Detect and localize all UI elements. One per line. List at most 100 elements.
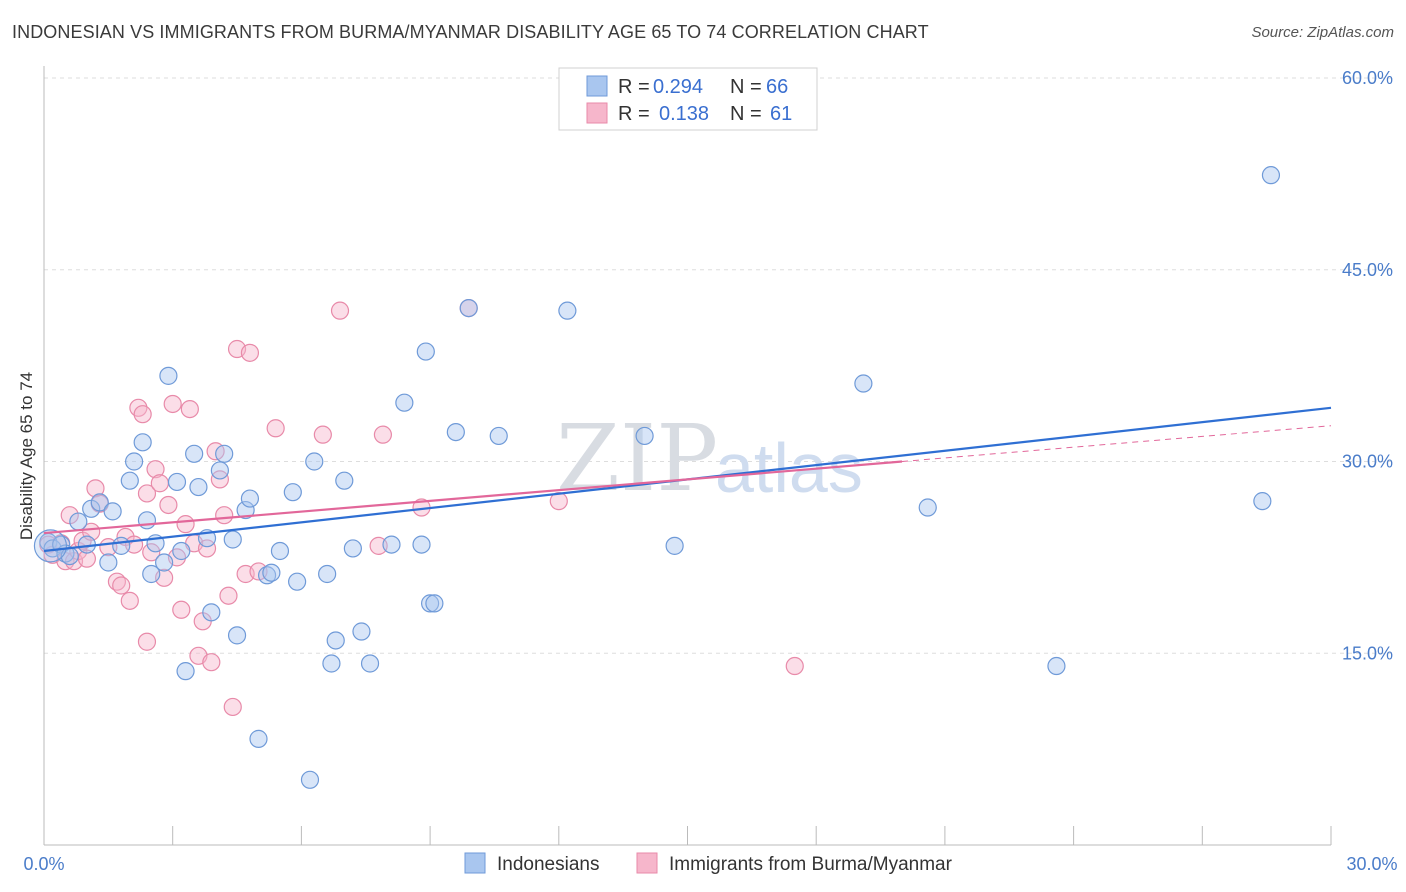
burma-point (369, 536, 388, 555)
indonesian-point (223, 530, 242, 549)
indonesian-point (1261, 166, 1281, 185)
indonesian-point (202, 603, 221, 622)
bottom-legend-swatch-pink (636, 852, 658, 874)
indonesian-point (124, 452, 144, 471)
indonesian-point-cluster (33, 529, 68, 563)
indonesian-point (90, 493, 109, 512)
indonesian-point (1253, 492, 1272, 511)
indonesian-point (1047, 656, 1066, 676)
indonesian-point (262, 563, 281, 582)
bottom-legend-label-burma: Immigrants from Burma/Myanmar (669, 854, 953, 875)
burma-point (313, 425, 332, 444)
indonesian-point (189, 477, 208, 497)
indonesian-point (446, 422, 465, 442)
indonesian-point (283, 483, 302, 502)
legend-n-label: N = (730, 76, 762, 98)
indonesian-point (240, 489, 260, 508)
indonesian-point (172, 541, 191, 561)
indonesian-point (382, 535, 401, 554)
indonesian-point (421, 594, 440, 613)
indonesian-point (918, 498, 937, 517)
burma-point (112, 576, 131, 595)
indonesian-point (176, 662, 195, 681)
y-tick-label: 45.0% (1342, 260, 1393, 280)
burma-point (219, 586, 238, 605)
indonesian-point (416, 342, 435, 361)
indonesian-point (335, 471, 354, 490)
indonesian-point (300, 770, 320, 789)
trend-lines (43, 406, 1332, 553)
y-axis-title: Disability Age 65 to 74 (17, 372, 36, 540)
indonesian-point (210, 461, 229, 480)
bottom-legend: Indonesians Immigrants from Burma/Myanma… (464, 852, 953, 875)
indonesian-point (558, 301, 577, 320)
x-tick-label-max: 30.0% (1346, 854, 1397, 874)
burma-point (202, 653, 221, 672)
indonesian-point (99, 553, 118, 572)
indonesian-point (305, 452, 324, 471)
indonesian-point (360, 654, 380, 673)
bottom-legend-swatch-blue (464, 852, 486, 874)
burma-point (137, 484, 157, 503)
indonesian-point (489, 426, 508, 446)
indonesian-point (69, 512, 88, 531)
indonesian-point (270, 541, 290, 561)
indonesian-point (249, 729, 268, 748)
indonesian-point (120, 471, 139, 490)
indonesian-point (137, 511, 157, 530)
x-tick-label-min: 0.0% (23, 854, 64, 874)
burma-point (172, 600, 191, 619)
y-tick-labels: 15.0% 30.0% 45.0% 60.0% (1342, 68, 1393, 663)
burma-point (223, 697, 242, 717)
indonesian-point (326, 631, 345, 650)
watermark-zip: ZIP (556, 405, 718, 512)
indonesian-point (343, 539, 362, 558)
y-tick-label: 60.0% (1342, 68, 1393, 88)
indonesian-point (133, 433, 152, 452)
indonesian-point (352, 622, 371, 641)
indonesian-point (215, 444, 234, 463)
x-ticks (43, 826, 1332, 845)
burma-point (197, 539, 217, 558)
legend-swatch-pink (586, 102, 608, 124)
legend-n-value: 61 (770, 103, 792, 125)
indonesian-point (288, 572, 307, 591)
burma-point (249, 562, 268, 581)
burma-point (150, 474, 169, 493)
indonesian-point (103, 502, 122, 521)
indonesian-point (167, 472, 187, 492)
indonesian-point (112, 536, 131, 555)
burma-point (176, 515, 195, 534)
trend-line-burma-extension (901, 425, 1332, 462)
legend-n-label: N = (730, 103, 762, 125)
burma-point (240, 343, 260, 362)
burma-point (215, 506, 234, 525)
indonesian-point (425, 594, 444, 613)
legend-swatch-blue (586, 75, 608, 97)
burma-point (142, 543, 161, 562)
indonesian-point (395, 393, 414, 412)
legend-r-label: R = (618, 103, 650, 125)
trend-line-burma (43, 460, 903, 535)
y-tick-label: 30.0% (1342, 452, 1393, 472)
chart-title: INDONESIAN VS IMMIGRANTS FROM BURMA/MYAN… (12, 22, 929, 42)
burma-point (330, 301, 350, 320)
source-note: Source: ZipAtlas.com (1251, 24, 1394, 41)
burma-point (266, 419, 285, 438)
indonesian-point (322, 654, 341, 673)
watermark: ZIP atlas (556, 405, 863, 512)
burma-point (137, 632, 157, 651)
burma-point (133, 405, 152, 424)
legend-r-value: 0.138 (659, 103, 709, 125)
burma-point (120, 591, 139, 610)
indonesian-point (635, 426, 654, 446)
burma-point (146, 460, 165, 479)
series-indonesians-points (33, 166, 1281, 789)
indonesian-point (185, 444, 204, 463)
y-tick-label: 15.0% (1342, 643, 1393, 663)
legend-box: R = 0.294 N = 66 R = 0.138 N = 61 (558, 67, 818, 131)
legend-n-value: 66 (766, 76, 788, 98)
legend-r-label: R = (618, 76, 650, 98)
bottom-legend-label-indonesians: Indonesians (497, 854, 599, 875)
